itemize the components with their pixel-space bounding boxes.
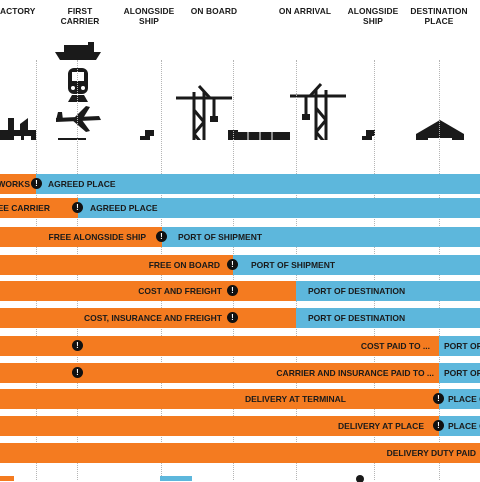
container-ship-icon — [228, 130, 290, 140]
buyer-segment — [296, 281, 480, 301]
term-row-fob: FREE ON BOARD ! PORT OF SHIPMENT — [0, 255, 480, 275]
seller-segment — [0, 308, 296, 328]
term-row-fas: FREE ALONGSIDE SHIP ! PORT OF SHIPMENT — [0, 227, 480, 247]
term-place: PLACE O — [448, 394, 480, 404]
pallet-icon — [140, 130, 154, 140]
seller-segment — [0, 389, 439, 409]
term-row-cif: COST, INSURANCE AND FREIGHT ! PORT OF DE… — [0, 308, 480, 328]
buyer-segment — [439, 389, 480, 409]
term-row-cfr: COST AND FREIGHT ! PORT OF DESTINATION — [0, 281, 480, 301]
term-place: PORT OF — [444, 341, 480, 351]
crane-icon — [176, 84, 232, 140]
term-place: AGREED PLACE — [48, 179, 116, 189]
stage-header-on-board: ON BOARD — [190, 6, 238, 16]
term-place: PORT OF SHIPMENT — [178, 232, 263, 242]
risk-transfer-marker: ! — [433, 420, 444, 431]
term-name: DELIVERY DUTY PAID — [386, 448, 476, 458]
risk-transfer-marker: ! — [433, 393, 444, 404]
term-place: PORT OF DESTINATION — [308, 286, 406, 296]
seller-segment — [0, 336, 439, 356]
term-row-dat: DELIVERY AT TERMINAL ! PLACE O — [0, 389, 480, 409]
term-place: PLACE O — [448, 421, 480, 431]
factory-icon — [0, 118, 36, 140]
seller-segment — [0, 227, 162, 247]
crane-icon — [290, 82, 346, 140]
train-icon — [68, 68, 88, 102]
buyer-segment — [439, 416, 480, 436]
stage-header-destination-place: DESTINATION PLACE — [410, 6, 468, 26]
truck-icon — [58, 138, 86, 140]
risk-transfer-marker: ! — [227, 285, 238, 296]
term-name: DELIVERY AT PLACE — [338, 421, 424, 431]
term-name: WORKS — [0, 179, 30, 189]
seller-segment — [0, 443, 480, 463]
buyer-segment — [296, 308, 480, 328]
buyer-segment — [162, 227, 480, 247]
seller-segment — [0, 281, 296, 301]
legend-swatch-buyer — [160, 476, 192, 481]
term-name: CARRIER AND INSURANCE PAID TO ... — [276, 368, 434, 378]
term-name: DELIVERY AT TERMINAL — [244, 394, 346, 404]
buyer-segment — [439, 336, 480, 356]
risk-transfer-marker: ! — [227, 259, 238, 270]
buyer-segment — [78, 198, 480, 218]
term-row-exw: WORKS ! AGREED PLACE — [0, 174, 480, 194]
legend-icon — [356, 475, 364, 482]
term-row-dap: DELIVERY AT PLACE ! PLACE O — [0, 416, 480, 436]
seller-segment — [0, 174, 36, 194]
stage-header-on-arrival: ON ARRIVAL — [278, 6, 332, 16]
risk-transfer-marker: ! — [156, 231, 167, 242]
term-row-ddp: DELIVERY DUTY PAID — [0, 443, 480, 463]
term-place: PORT OF DESTINATION — [308, 313, 406, 323]
buyer-segment — [439, 363, 480, 383]
risk-transfer-marker: ! — [72, 202, 83, 213]
term-name: FREE ON BOARD — [148, 260, 220, 270]
term-name: EE CARRIER — [0, 203, 50, 213]
term-name: COST PAID TO ... — [360, 341, 430, 351]
term-name: COST AND FREIGHT — [138, 286, 222, 296]
term-row-fca: EE CARRIER ! AGREED PLACE — [0, 198, 480, 218]
seller-segment — [0, 255, 233, 275]
stage-header-alongside-ship-2: ALONGSIDE SHIP — [347, 6, 399, 26]
term-place: PORT OF SHIPMENT — [251, 260, 336, 270]
warehouse-icon — [416, 120, 464, 140]
risk-transfer-marker: ! — [72, 340, 83, 351]
term-row-cip: ! CARRIER AND INSURANCE PAID TO ... PORT… — [0, 363, 480, 383]
pallet-icon — [362, 130, 375, 140]
stage-header-first-carrier: FIRST CARRIER — [60, 6, 100, 26]
buyer-segment — [36, 174, 480, 194]
seller-segment — [0, 416, 439, 436]
ship-icon — [55, 42, 101, 60]
term-row-cpt: ! COST PAID TO ... PORT OF — [0, 336, 480, 356]
seller-segment — [0, 363, 439, 383]
buyer-segment — [233, 255, 480, 275]
term-name: COST, INSURANCE AND FREIGHT — [83, 313, 222, 323]
seller-segment — [0, 198, 78, 218]
stage-header-alongside-ship-1: ALONGSIDE SHIP — [123, 6, 175, 26]
risk-transfer-marker: ! — [72, 367, 83, 378]
term-place: AGREED PLACE — [90, 203, 158, 213]
stage-icons — [0, 42, 464, 140]
legend-swatch-seller — [0, 476, 14, 481]
stage-header-factory: ACTORY — [0, 6, 36, 16]
risk-transfer-marker: ! — [31, 178, 42, 189]
plane-icon — [56, 106, 101, 132]
risk-transfer-marker: ! — [227, 312, 238, 323]
term-place: PORT OF — [444, 368, 480, 378]
term-name: FREE ALONGSIDE SHIP — [48, 232, 146, 242]
